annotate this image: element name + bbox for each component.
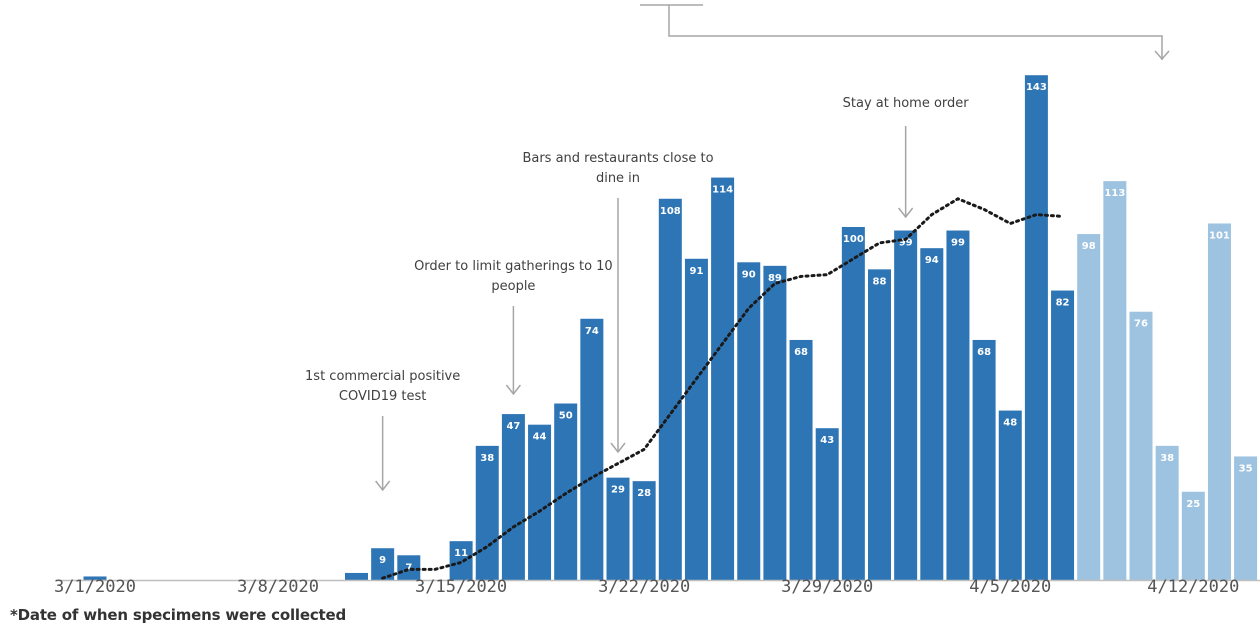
bar-3/31/2020 <box>868 269 891 580</box>
bar-3/22/2020 <box>632 481 656 580</box>
bar-group <box>83 75 1258 581</box>
bar-value-label: 7 <box>405 562 412 573</box>
bar-value-label: 91 <box>689 266 703 277</box>
bar-value-label: 90 <box>742 269 756 280</box>
annotation-arrowhead <box>898 207 914 219</box>
x-tick-label-group: 3/1/2020 3/8/2020 3/15/2020 3/22/2020 3/29/2… <box>54 577 1239 597</box>
bar-value-label: 48 <box>1003 418 1017 429</box>
bar-value-label: 11 <box>454 548 468 559</box>
bar-value-label: 82 <box>1056 298 1070 309</box>
bar-3/29/2020 <box>815 428 839 580</box>
bar-3/18/2020 <box>528 424 552 580</box>
annotation-text: dine in <box>596 171 640 186</box>
bar-3/19/2020 <box>554 403 578 580</box>
bar-3/21/2020 <box>606 477 630 580</box>
footnote: *Date of when specimens were collected <box>10 606 347 624</box>
bar-value-label: 76 <box>1134 319 1148 330</box>
bar-4/12/2020 <box>1181 491 1205 580</box>
bar-4/10/2020 <box>1129 311 1153 580</box>
x-tick-label: 3/29/2020 <box>781 577 873 597</box>
bar-3/28/2020 <box>789 339 813 580</box>
bar-value-label: 108 <box>660 206 681 217</box>
bar-4/7/2020 <box>1051 290 1075 580</box>
bar-4/8/2020 <box>1077 234 1101 580</box>
bar-value-label: 43 <box>820 435 834 446</box>
bar-4/4/2020 <box>972 339 996 580</box>
bar-value-label: 38 <box>1160 453 1174 464</box>
annotation-arrowhead <box>375 480 391 492</box>
moving-average-line <box>381 197 1064 580</box>
annotation-text: 1st commercial positive <box>305 369 460 384</box>
bar-value-label: 143 <box>1026 82 1047 93</box>
x-tick-label: 3/22/2020 <box>598 577 690 597</box>
bar-4/5/2020 <box>998 410 1022 580</box>
bar-3/16/2020 <box>475 445 499 580</box>
bar-value-label: 88 <box>873 276 887 287</box>
bar-value-label: 89 <box>768 273 782 284</box>
annotation-text: Stay at home order <box>843 96 970 111</box>
bar-3/20/2020 <box>580 318 604 580</box>
bar-3/24/2020 <box>684 258 708 580</box>
bar-4/3/2020 <box>946 230 970 580</box>
x-tick-label: 4/5/2020 <box>969 577 1051 597</box>
bar-4/13/2020 <box>1207 223 1231 580</box>
bar-3/30/2020 <box>841 227 865 580</box>
bar-4/11/2020 <box>1155 445 1179 580</box>
bar-4/14/2020 <box>1234 456 1258 580</box>
bar-3/12/2020 <box>371 548 395 580</box>
bar-value-label: 50 <box>559 411 573 422</box>
bar-3/17/2020 <box>501 414 525 580</box>
bracket-arrow-top <box>640 4 1170 61</box>
bar-4/6/2020 <box>1024 75 1048 581</box>
bar-value-label: 99 <box>899 238 913 249</box>
bar-value-label: 38 <box>480 453 494 464</box>
bar-3/15/2020 <box>449 541 473 580</box>
bar-3/27/2020 <box>763 265 787 580</box>
bar-value-label: 94 <box>925 255 939 266</box>
bar-value-label: 47 <box>506 421 520 432</box>
annotation-arrowhead <box>505 384 521 396</box>
annotation-text: Bars and restaurants close to <box>522 151 713 166</box>
annotation-arrowhead <box>610 442 626 454</box>
bar-4/1/2020 <box>894 230 918 580</box>
x-tick-label: 3/15/2020 <box>415 577 507 597</box>
bar-3/25/2020 <box>711 177 735 580</box>
bar-value-label: 101 <box>1209 230 1230 241</box>
bar-value-label: 9 <box>379 555 386 566</box>
bar-value-label: 68 <box>794 347 808 358</box>
bar-4/9/2020 <box>1103 181 1127 581</box>
bar-3/26/2020 <box>737 262 761 580</box>
bar-value-label: 29 <box>611 485 625 496</box>
bar-value-label: 68 <box>977 347 991 358</box>
bar-value-label: 28 <box>637 488 651 499</box>
x-tick-label: 4/12/2020 <box>1147 577 1239 597</box>
bar-label-group: 9 7 11 38 47 44 50 74 29 28 108 91 114 90 89 68 43 100 88 9… <box>379 82 1252 573</box>
bar-3/1/2020 <box>83 576 107 580</box>
bar-value-label: 74 <box>585 326 599 337</box>
annotation-text: people <box>491 279 535 294</box>
annotation-text: COVID19 test <box>339 389 426 404</box>
bar-value-label: 99 <box>951 238 965 249</box>
bar-value-label: 25 <box>1186 499 1200 510</box>
bar-3/11/2020 <box>345 572 368 580</box>
bar-value-label: 114 <box>712 185 733 196</box>
bar-value-label: 100 <box>843 234 864 245</box>
bar-value-label: 113 <box>1104 188 1125 199</box>
bar-value-label: 44 <box>533 432 547 443</box>
bar-3/13/2020 <box>397 555 421 580</box>
bar-4/2/2020 <box>920 248 944 580</box>
bar-3/23/2020 <box>658 198 682 580</box>
annotation-group: 1st commercial positive COVID19 test Order… <box>305 96 970 492</box>
x-tick-label: 3/1/2020 <box>54 577 136 597</box>
annotation-text: Order to limit gatherings to 10 <box>414 259 613 274</box>
x-tick-label: 3/8/2020 <box>237 577 319 597</box>
bar-value-label: 98 <box>1082 241 1096 252</box>
bar-value-label: 35 <box>1239 463 1253 474</box>
